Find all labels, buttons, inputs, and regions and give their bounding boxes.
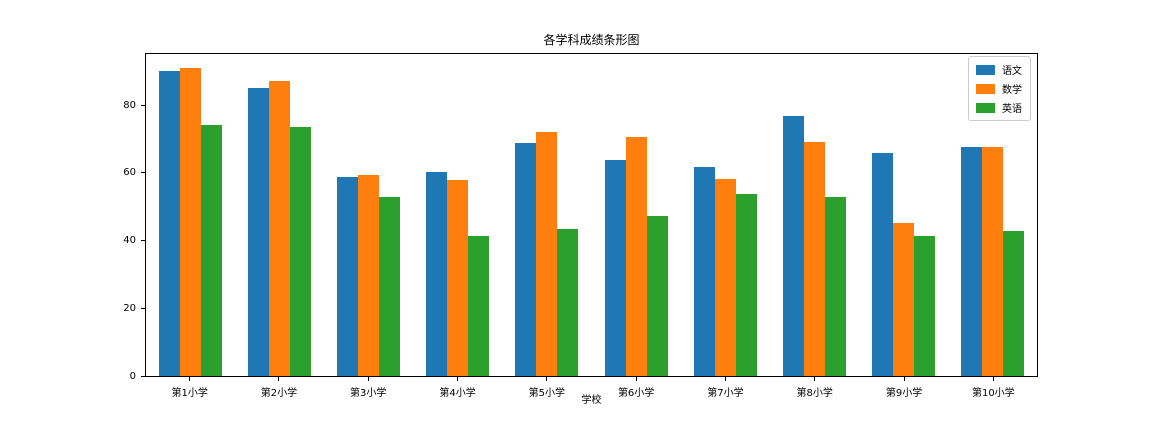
legend-label: 语文 <box>1002 66 1022 77</box>
legend-item-数学: 数学 <box>976 81 1022 96</box>
y-axis-tick-label: 20 <box>123 303 136 315</box>
y-axis: 0 20 40 60 80 <box>0 53 145 382</box>
legend-label: 数学 <box>1002 85 1022 96</box>
legend: 语文 数学 英语 <box>968 56 1031 121</box>
bar-group <box>770 54 859 376</box>
x-axis-tick-label: 第8小学 <box>796 388 833 399</box>
x-tick-cell: 第3小学 <box>324 377 413 399</box>
legend-label: 英语 <box>1002 104 1022 115</box>
x-axis-tick-mark <box>457 377 459 381</box>
x-tick-cell: 第1小学 <box>145 377 234 399</box>
x-axis-tick-label: 第3小学 <box>350 388 387 399</box>
bar-语文-第10小学 <box>960 146 982 376</box>
bar-英语-第5小学 <box>557 229 579 376</box>
x-axis-tick-label: 第4小学 <box>439 388 476 399</box>
bar-group <box>859 54 948 376</box>
x-axis-tick-label: 第7小学 <box>707 388 744 399</box>
bar-英语-第6小学 <box>646 215 668 376</box>
bar-数学-第10小学 <box>981 146 1003 376</box>
bar-数学-第4小学 <box>447 180 469 376</box>
y-axis-tick-label: 0 <box>129 371 136 382</box>
bar-英语-第8小学 <box>824 197 846 376</box>
x-axis-tick-mark <box>903 377 905 381</box>
x-axis-tick-mark <box>367 377 369 381</box>
bar-数学-第5小学 <box>536 131 558 376</box>
bar-group <box>413 54 502 376</box>
bar-数学-第7小学 <box>714 178 736 376</box>
bar-数学-第3小学 <box>358 175 380 376</box>
x-axis-label: 学校 <box>581 395 602 406</box>
x-axis-tick-label: 第1小学 <box>171 388 208 399</box>
bar-语文-第2小学 <box>248 87 270 376</box>
legend-item-语文: 语文 <box>976 62 1022 77</box>
x-tick-cell: 第8小学 <box>770 377 859 399</box>
bar-英语-第2小学 <box>290 126 312 376</box>
bar-语文-第6小学 <box>604 160 626 376</box>
x-axis-tick-mark <box>992 377 994 381</box>
bar-group <box>591 54 680 376</box>
bar-数学-第2小学 <box>269 80 291 376</box>
legend-swatch-icon <box>976 64 995 75</box>
bar-英语-第10小学 <box>1002 231 1024 376</box>
bar-语文-第9小学 <box>871 153 893 376</box>
legend-swatch-icon <box>976 102 995 113</box>
bar-语文-第3小学 <box>337 177 359 376</box>
bar-group <box>681 54 770 376</box>
bar-数学-第6小学 <box>625 136 647 376</box>
y-axis-tick-label: 60 <box>123 167 136 179</box>
x-axis-tick-mark <box>189 377 191 381</box>
chart-title: 各学科成绩条形图 <box>543 33 640 47</box>
y-axis-tick-mark <box>141 172 145 174</box>
x-tick-cell: 第6小学 <box>591 377 680 399</box>
bar-语文-第4小学 <box>426 172 448 376</box>
bar-语文-第5小学 <box>515 143 537 376</box>
x-tick-cell: 第5小学 <box>502 377 591 399</box>
y-axis-tick-mark <box>141 104 145 106</box>
x-tick-cell: 第2小学 <box>234 377 323 399</box>
bar-语文-第1小学 <box>159 70 181 376</box>
x-axis-tick-label: 第2小学 <box>260 388 298 399</box>
x-axis-tick-label: 第5小学 <box>528 388 566 399</box>
x-axis-tick-label: 第9小学 <box>885 388 923 399</box>
plot-area: 语文 数学 英语 <box>145 53 1038 377</box>
bar-英语-第1小学 <box>201 124 223 376</box>
bar-group <box>235 54 324 376</box>
y-axis-tick-mark <box>141 240 145 242</box>
bar-数学-第1小学 <box>180 67 202 376</box>
x-axis-tick-label: 第6小学 <box>617 388 655 399</box>
x-axis-tick-mark <box>724 377 726 381</box>
x-tick-cell: 第7小学 <box>681 377 770 399</box>
bar-英语-第7小学 <box>735 193 757 376</box>
y-axis-tick-label: 80 <box>123 99 136 111</box>
bar-英语-第3小学 <box>379 197 401 376</box>
bar-数学-第8小学 <box>803 141 825 376</box>
bar-语文-第8小学 <box>782 116 804 376</box>
bar-语文-第7小学 <box>693 166 715 376</box>
x-axis-tick-mark <box>278 377 280 381</box>
bar-group <box>502 54 591 376</box>
x-tick-cell: 第4小学 <box>413 377 502 399</box>
bar-group <box>146 54 235 376</box>
bar-group <box>948 54 1037 376</box>
legend-swatch-icon <box>976 83 995 94</box>
bar-英语-第4小学 <box>468 236 490 376</box>
x-axis: 第1小学 第2小学 第3小学 第4小学 第5小学 第6小学 第7小学 第8小学 第9小学 第10小… <box>145 377 1038 399</box>
bar-group <box>324 54 413 376</box>
y-axis-tick-label: 40 <box>123 235 136 247</box>
legend-item-英语: 英语 <box>976 100 1022 115</box>
x-axis-tick-mark <box>546 377 548 381</box>
x-axis-tick-mark <box>635 377 637 381</box>
bar-英语-第9小学 <box>913 236 935 376</box>
bar-数学-第9小学 <box>892 222 914 376</box>
bars-container <box>146 54 1037 376</box>
y-axis-tick-mark <box>141 376 145 377</box>
y-axis-tick-mark <box>141 308 145 310</box>
x-tick-cell: 第10小学 <box>949 377 1038 399</box>
x-tick-cell: 第9小学 <box>859 377 948 399</box>
x-axis-tick-mark <box>814 377 816 381</box>
x-axis-tick-label: 第10小学 <box>971 388 1015 399</box>
